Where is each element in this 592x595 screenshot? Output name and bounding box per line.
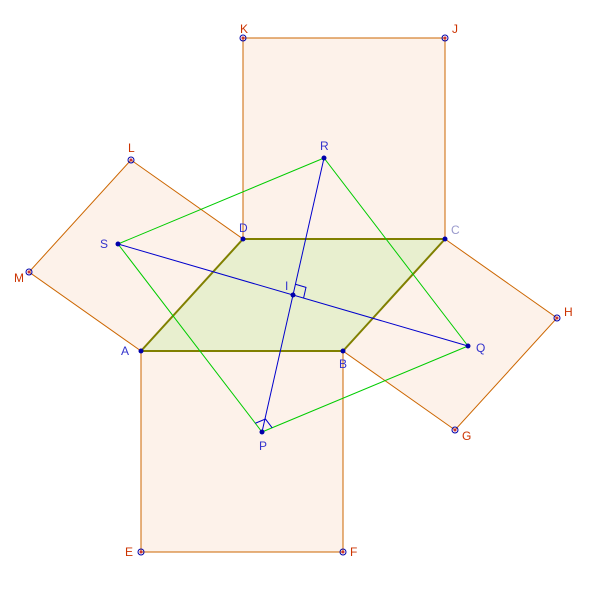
label-b: B (339, 357, 347, 371)
point-g-inner (454, 429, 457, 432)
label-d: D (239, 221, 248, 235)
label-k: K (240, 22, 248, 36)
label-c: C (451, 223, 460, 237)
point-r (322, 156, 327, 161)
label-i: I (285, 279, 288, 293)
label-a: A (121, 344, 129, 358)
point-e-inner (140, 551, 143, 554)
outer-square (141, 351, 343, 552)
label-l: L (128, 141, 135, 155)
point-j-inner (444, 37, 447, 40)
label-p: P (259, 439, 267, 453)
point-q (466, 344, 471, 349)
point-i (291, 293, 296, 298)
label-s: S (100, 237, 108, 251)
label-q: Q (476, 341, 485, 355)
label-r: R (320, 139, 329, 153)
point-d (241, 237, 246, 242)
label-h: H (564, 305, 573, 319)
label-f: F (350, 545, 357, 559)
label-j: J (452, 22, 458, 36)
label-g: G (462, 429, 471, 443)
point-b (341, 349, 346, 354)
point-p (260, 430, 265, 435)
point-k-inner (242, 37, 245, 40)
point-m-inner (28, 271, 31, 274)
point-h-inner (556, 317, 559, 320)
label-m: M (14, 271, 24, 285)
point-s (116, 242, 121, 247)
outer-square (243, 38, 445, 239)
label-e: E (125, 545, 133, 559)
point-l-inner (130, 159, 133, 162)
point-f-inner (342, 551, 345, 554)
point-a (139, 349, 144, 354)
point-c (443, 237, 448, 242)
geometry-diagram: A B C D E F G H J K L M P Q R S I (0, 0, 592, 595)
